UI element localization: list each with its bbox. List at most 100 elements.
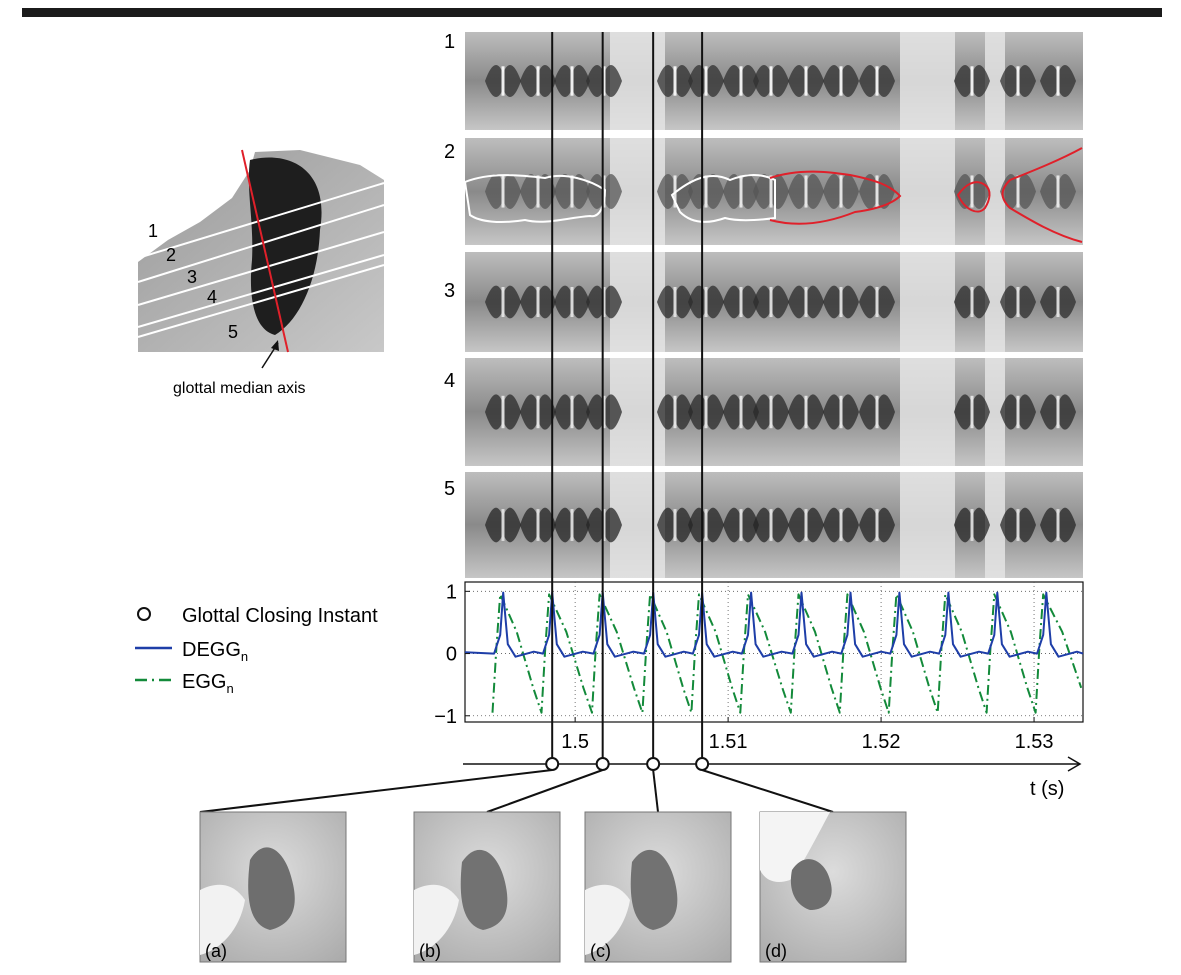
frame-b: (b)	[413, 811, 561, 963]
gci-markers	[199, 32, 834, 813]
kymo-edge-5-6	[673, 509, 677, 541]
frame-a: (a)	[199, 811, 347, 963]
scan-line-3	[137, 231, 385, 306]
kymo-edge-1-14	[970, 66, 974, 96]
scan-line-1	[137, 182, 385, 259]
inset-label-4: 4	[207, 287, 217, 307]
kymo-edge-4-1	[501, 395, 505, 429]
kymo-edge-4-15	[1016, 395, 1020, 429]
kymo-edge-2-14	[970, 175, 974, 208]
kymo-edge-1-10	[804, 66, 808, 96]
kymo-edge-5-3	[570, 509, 574, 541]
kymo-edge-2-9	[769, 175, 773, 208]
kymo-edge-5-8	[739, 509, 743, 541]
scan-line-2	[137, 204, 385, 283]
kymo-edge-5-15	[1016, 509, 1020, 541]
gci-leader-4	[701, 769, 834, 813]
gci-circle-1	[545, 757, 560, 771]
strip-label-3: 3	[444, 280, 455, 302]
kymo-edge-4-14	[970, 395, 974, 429]
kymo-edge-5-16	[1056, 509, 1060, 541]
kymo-edge-5-7	[704, 509, 708, 541]
gci-circle-4	[695, 757, 710, 771]
kymo-edge-1-8	[739, 66, 743, 96]
kymo-edge-4-8	[739, 395, 743, 429]
kymo-gap-1-2	[900, 32, 955, 130]
frame-d-glottis	[790, 859, 832, 910]
kymo-gap-1-3	[985, 32, 1005, 130]
kymo-edge-2-11	[839, 175, 843, 208]
x-tick-label-0: 1.5	[561, 731, 589, 753]
gci-leader-2	[486, 769, 604, 813]
kymo-gap-4-3	[985, 358, 1005, 466]
time-axis: t (s)	[463, 756, 1082, 800]
frame-b-label: (b)	[419, 941, 441, 961]
frame-d-highlight	[760, 812, 830, 882]
kymo-edge-3-6	[673, 287, 677, 317]
kymo-edge-3-15	[1016, 287, 1020, 317]
kymo-edge-3-14	[970, 287, 974, 317]
inset-label-5: 5	[228, 322, 238, 342]
kymo-edge-3-9	[769, 287, 773, 317]
kymo-edge-1-9	[769, 66, 773, 96]
legend-gci-text: Glottal Closing Instant	[182, 605, 378, 627]
kymo-edge-5-9	[769, 509, 773, 541]
kymo-edge-5-2	[536, 509, 540, 541]
x-tick-label-2: 1.52	[862, 731, 901, 753]
series-egg-line	[491, 593, 1083, 714]
gci-leader-3	[652, 769, 659, 813]
kymo-edge-5-10	[804, 509, 808, 541]
inset-dark-glottis	[248, 157, 322, 335]
plot-ticks: 1.5 1.51 1.52 1.53 1 0 −1	[434, 581, 1053, 753]
scan-line-5	[137, 264, 385, 338]
kymo-edge-2-2	[536, 175, 540, 208]
inset-label-2: 2	[166, 245, 176, 265]
kymo-edge-3-10	[804, 287, 808, 317]
kymo-edge-4-10	[804, 395, 808, 429]
gci-leader-1	[199, 769, 553, 813]
y-tick-label-1: 0	[446, 644, 457, 666]
kymo-edge-5-1	[501, 509, 505, 541]
y-tick-label-0: 1	[446, 581, 457, 603]
y-tick-label-2: −1	[434, 706, 457, 728]
kymo-edge-1-7	[704, 66, 708, 96]
scan-line-4	[137, 254, 385, 328]
kymo-edge-5-4	[602, 509, 606, 541]
strip-label-2: 2	[444, 141, 455, 163]
kymo-edge-3-11	[839, 287, 843, 317]
legend-degg-main: DEGG	[182, 639, 241, 661]
frame-a-highlight	[200, 884, 245, 955]
kymo-edge-1-16	[1056, 66, 1060, 96]
kymo-edge-4-6	[673, 395, 677, 429]
kymo-gap-5-3	[985, 472, 1005, 578]
kymo-edge-4-4	[602, 395, 606, 429]
plot-series	[464, 591, 1084, 714]
kymo-edge-1-1	[501, 66, 505, 96]
kymo-edge-1-11	[839, 66, 843, 96]
kymo-edge-1-15	[1016, 66, 1020, 96]
kymo-edge-5-14	[970, 509, 974, 541]
kymogram-panel	[465, 32, 1083, 578]
kymo-edge-3-7	[704, 287, 708, 317]
kymo-gap-4-2	[900, 358, 955, 466]
median-axis-line	[241, 149, 289, 353]
kymo-edge-4-11	[839, 395, 843, 429]
inset-label-1: 1	[148, 221, 158, 241]
page-top-rule	[22, 8, 1162, 17]
kymo-gap-3-2	[900, 252, 955, 352]
legend: Glottal Closing Instant DEGGn EGGn	[135, 605, 378, 696]
contour-red-3	[1001, 147, 1083, 243]
kymo-edge-4-3	[570, 395, 574, 429]
legend-egg-sub: n	[226, 681, 233, 696]
gci-marker-icon	[137, 607, 151, 621]
contour-red-1	[769, 170, 902, 225]
median-axis-label: glottal median axis	[173, 380, 306, 397]
kymo-gap-3-3	[985, 252, 1005, 352]
strip-label-5: 5	[444, 478, 455, 500]
strip-label-4: 4	[444, 370, 455, 392]
kymo-gap-2-2	[900, 138, 955, 245]
frame-b-highlight	[414, 884, 459, 955]
kymo-edge-1-6	[673, 66, 677, 96]
series-degg-line	[464, 591, 1084, 658]
